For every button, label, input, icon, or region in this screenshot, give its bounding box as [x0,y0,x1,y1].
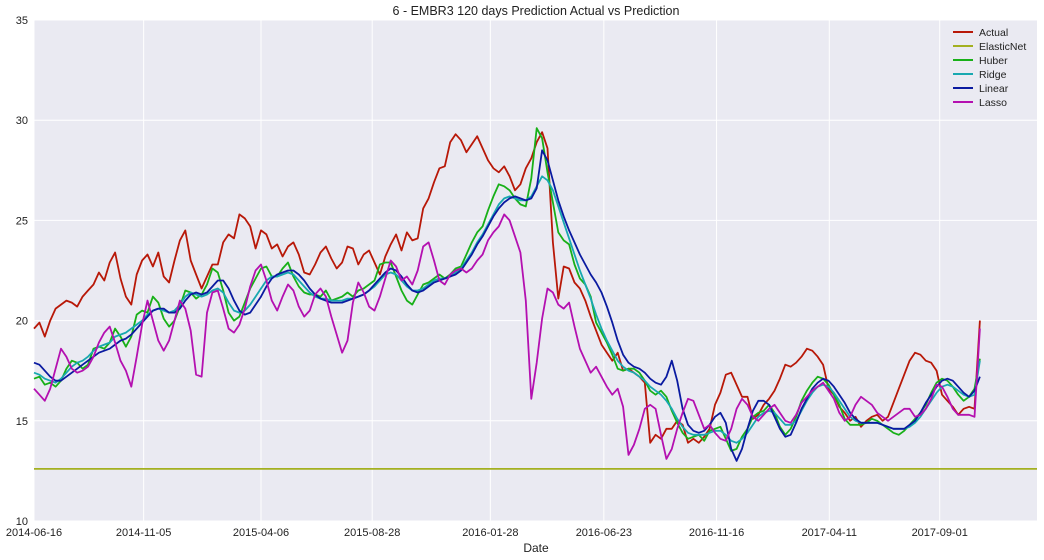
x-tick-label: 2017-04-11 [802,527,857,539]
x-axis: 2014-06-16 2014-11-05 2015-04-06 2015-08-28… [6,527,968,539]
chart-title: 6 - EMBR3 120 days Prediction Actual vs … [393,4,680,18]
y-tick-label: 15 [16,416,28,428]
legend-label: Linear [979,83,1009,95]
legend-label: ElasticNet [979,41,1026,53]
x-axis-title: Date [523,541,549,555]
x-tick-label: 2015-08-28 [344,527,400,539]
x-tick-label: 2014-06-16 [6,527,62,539]
x-tick-label: 2017-09-01 [912,527,968,539]
x-tick-label: 2015-04-06 [233,527,289,539]
y-tick-label: 25 [16,215,28,227]
y-tick-label: 30 [16,115,28,127]
legend-label: Ridge [979,69,1007,81]
x-tick-label: 2016-06-23 [576,527,632,539]
x-tick-label: 2016-01-28 [462,527,518,539]
plot-area [34,20,1037,521]
y-tick-label: 35 [16,15,28,27]
x-tick-label: 2016-11-16 [689,527,744,539]
legend-label: Huber [979,55,1008,67]
legend-label: Actual [979,27,1008,39]
y-tick-label: 20 [16,316,28,328]
x-tick-label: 2014-11-05 [116,527,171,539]
legend-label: Lasso [979,97,1007,109]
